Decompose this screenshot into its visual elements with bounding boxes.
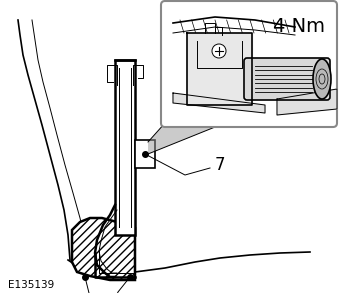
Text: 4 Nm: 4 Nm [273, 18, 325, 37]
Polygon shape [148, 123, 225, 154]
Text: E135139: E135139 [8, 280, 54, 290]
FancyBboxPatch shape [244, 58, 330, 100]
Polygon shape [173, 93, 265, 113]
Bar [115, 60, 135, 235]
Polygon shape [277, 89, 337, 115]
Circle shape [212, 44, 226, 58]
FancyBboxPatch shape [161, 1, 337, 127]
Ellipse shape [313, 59, 331, 99]
Bar [135, 140, 155, 168]
Text: 7: 7 [215, 156, 225, 174]
Polygon shape [72, 218, 135, 280]
Polygon shape [187, 33, 252, 105]
